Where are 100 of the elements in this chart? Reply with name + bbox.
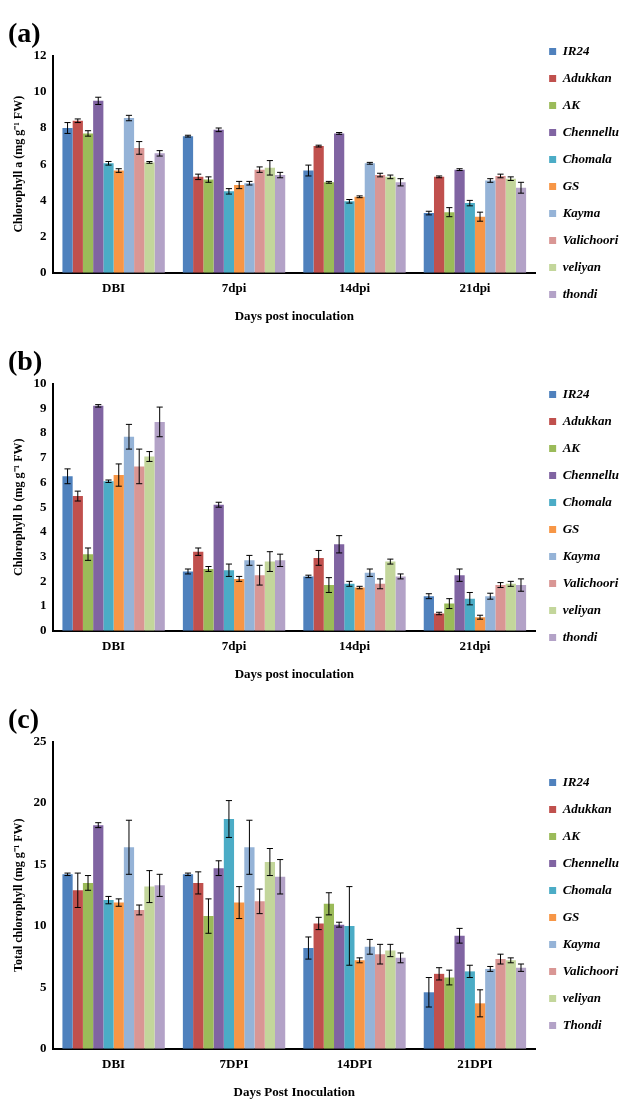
x-axis-title: Days Post Inoculation	[233, 1083, 356, 1099]
y-tick-label: 0	[39, 264, 47, 280]
y-tick-label: 20	[33, 794, 47, 810]
bar	[72, 890, 83, 1049]
bar	[444, 603, 455, 631]
bar	[223, 819, 235, 1049]
bar	[474, 216, 486, 273]
bar	[354, 196, 365, 273]
bar	[344, 925, 355, 1049]
bar	[313, 146, 324, 273]
legend-label: veliyan	[562, 601, 601, 617]
bar	[515, 967, 527, 1049]
bar	[182, 874, 194, 1049]
bar	[334, 544, 345, 631]
y-tick-label: 6	[39, 473, 47, 489]
y-tick-label: 15	[33, 855, 47, 871]
x-tick-label: DBI	[102, 637, 126, 653]
bar	[264, 862, 275, 1049]
x-tick-label: 14dpi	[338, 279, 371, 295]
bar	[495, 959, 506, 1049]
bar	[275, 175, 286, 273]
bar	[244, 183, 255, 273]
legend-label: Kayma	[561, 547, 601, 563]
bar	[93, 100, 104, 273]
bar	[464, 203, 475, 273]
legend-label: Thondi	[562, 1016, 603, 1032]
x-tick-label: DBI	[102, 1055, 126, 1071]
bar	[123, 847, 135, 1049]
bar	[182, 571, 194, 631]
bar	[505, 178, 516, 273]
bar	[395, 182, 406, 273]
bar	[323, 903, 335, 1049]
bar	[103, 900, 114, 1049]
x-tick-label: DBI	[102, 279, 126, 295]
legend-label: thondi	[562, 628, 598, 644]
y-tick-label: 6	[39, 155, 47, 171]
bar	[495, 585, 506, 631]
y-axis-title: Chlorophyll b (mg g⁻¹ FW)	[11, 438, 26, 576]
bar	[193, 551, 204, 631]
legend-label: Kayma	[561, 204, 601, 220]
bar	[213, 504, 224, 631]
y-tick-label: 25	[33, 732, 47, 748]
y-tick-label: 5	[39, 978, 47, 994]
y-tick-label: 2	[39, 572, 47, 588]
y-tick-label: 8	[39, 119, 47, 135]
bar	[313, 557, 324, 631]
legend-label: veliyan	[562, 258, 601, 274]
y-tick-label: 12	[33, 46, 47, 62]
y-axis-title: Total chlorophyll (mg g⁻¹ FW)	[11, 818, 26, 972]
bar	[134, 147, 145, 273]
bar	[485, 180, 496, 273]
bar	[234, 185, 245, 273]
bar	[82, 554, 94, 631]
bar	[505, 583, 516, 631]
y-tick-label: 10	[33, 83, 47, 99]
bar	[505, 960, 516, 1049]
bar	[72, 496, 83, 631]
bar	[444, 977, 455, 1049]
bar	[354, 587, 365, 631]
y-tick-label: 7	[39, 449, 47, 465]
bar	[154, 885, 165, 1049]
y-tick-label: 9	[39, 399, 47, 415]
legend-label: Adukkan	[561, 800, 612, 816]
bar	[323, 182, 335, 273]
bar	[254, 575, 265, 631]
y-tick-label: 5	[39, 498, 47, 514]
legend-label: Chomala	[562, 150, 613, 166]
bar	[374, 175, 386, 273]
bar	[313, 923, 324, 1049]
legend-label: Valichoori	[562, 231, 619, 247]
y-tick-label: 8	[39, 424, 47, 440]
x-tick-label: 21DPI	[457, 1055, 493, 1071]
bar	[62, 476, 73, 631]
bar	[464, 598, 475, 631]
bar	[303, 576, 314, 631]
bar	[495, 175, 506, 273]
y-tick-label: 10	[33, 917, 47, 933]
bar	[385, 950, 396, 1049]
bar	[423, 596, 434, 631]
bar	[223, 570, 235, 631]
legend-label: Chomala	[562, 493, 613, 509]
legend-label: AK	[561, 96, 582, 112]
chart-title: (a)	[8, 17, 41, 49]
legend-label: GS	[562, 177, 580, 193]
bar	[93, 825, 104, 1049]
bar	[123, 436, 135, 631]
bar	[103, 163, 114, 273]
legend-label: veliyan	[562, 989, 601, 1005]
bar	[515, 585, 527, 631]
legend-label: Kayma	[561, 935, 601, 951]
bar	[244, 560, 255, 631]
bar	[454, 575, 465, 631]
legend-label: thondi	[562, 285, 598, 301]
bar	[82, 133, 94, 273]
bar	[334, 924, 345, 1049]
bar	[485, 968, 496, 1049]
y-tick-label: 0	[39, 1040, 47, 1056]
bar	[374, 954, 386, 1049]
bar	[213, 129, 224, 273]
bar	[203, 916, 214, 1049]
